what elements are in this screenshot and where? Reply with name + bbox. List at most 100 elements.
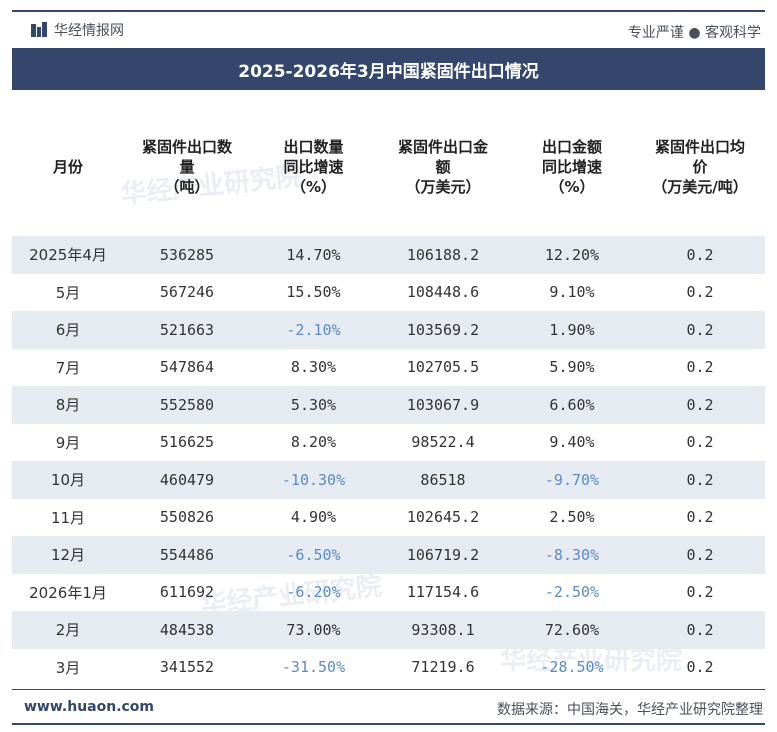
quantity-cell: 567246: [159, 283, 215, 302]
amount-cell: 102645.2: [406, 508, 480, 527]
logo[interactable]: 华经情报网: [30, 20, 124, 40]
table-row: 3月 341552 -31.50% 71219.6 -28.50% 0.2: [12, 649, 765, 687]
price-cell: 0.2: [635, 461, 765, 499]
quantity-cell: 521663: [124, 311, 250, 349]
huajing-logo-icon: [31, 22, 47, 37]
quantity-yoy-cell: 15.50%: [286, 283, 341, 302]
column-header: 紧固件出口金额（万美元）: [397, 138, 488, 196]
quantity-cell: 484538: [124, 611, 250, 649]
amount-yoy-cell: -28.50%: [540, 658, 604, 677]
chart-title: 2025-2026年3月中国紧固件出口情况: [12, 48, 765, 90]
month-cell: 11月: [50, 508, 86, 527]
quantity-yoy-cell: -10.30%: [250, 461, 377, 499]
quantity-yoy-cell: 8.30%: [290, 358, 337, 377]
top-rule: [12, 10, 765, 12]
price-cell: 0.2: [686, 283, 714, 302]
amount-cell: 93308.1: [377, 611, 509, 649]
month-cell: 5月: [55, 283, 81, 302]
amount-yoy-cell: -2.50%: [544, 583, 600, 602]
table-row: 9月 516625 8.20% 98522.4 9.40% 0.2: [12, 424, 765, 462]
price-cell: 0.2: [635, 311, 765, 349]
amount-yoy-cell: 9.40%: [549, 433, 595, 452]
month-cell: 2026年1月: [29, 583, 107, 602]
table-row: 2026年1月 611692 -6.20% 117154.6 -2.50% 0.2: [12, 574, 765, 612]
amount-yoy-cell: 72.60%: [509, 611, 635, 649]
website-link[interactable]: www.huaon.com: [24, 699, 155, 715]
amount-cell: 103569.2: [377, 311, 509, 349]
amount-cell: 106188.2: [377, 236, 509, 274]
quantity-cell: 516625: [159, 433, 215, 452]
month-cell: 3月: [55, 658, 81, 677]
tagline: 专业严谨 ● 客观科学: [627, 25, 761, 41]
price-cell: 0.2: [686, 433, 714, 452]
table-row: 8月 552580 5.30% 103067.9 6.60% 0.2: [12, 386, 765, 424]
quantity-yoy-cell: -31.50%: [281, 658, 346, 677]
quantity-cell: 611692: [159, 583, 215, 602]
month-cell: 2025年4月: [12, 236, 124, 274]
month-cell: 6月: [12, 311, 124, 349]
amount-cell: 117154.6: [406, 583, 480, 602]
amount-cell: 98522.4: [411, 433, 475, 452]
quantity-yoy-cell: 8.20%: [290, 433, 337, 452]
quantity-yoy-cell: -6.50%: [250, 536, 377, 574]
table-row: 7月 547864 8.30% 102705.5 5.90% 0.2: [12, 349, 765, 387]
price-cell: 0.2: [635, 536, 765, 574]
table-row: 2025年4月 536285 14.70% 106188.2 12.20% 0.2: [12, 236, 765, 274]
quantity-yoy-cell: 5.30%: [250, 386, 377, 424]
quantity-yoy-cell: -6.20%: [286, 583, 341, 602]
amount-yoy-cell: 5.90%: [549, 358, 595, 377]
quantity-cell: 341552: [159, 658, 215, 677]
table-body: 2025年4月 536285 14.70% 106188.2 12.20% 0.2 5月 56…: [12, 236, 765, 686]
quantity-yoy-cell: 73.00%: [250, 611, 377, 649]
quantity-yoy-cell: -2.10%: [250, 311, 377, 349]
price-cell: 0.2: [635, 611, 765, 649]
quantity-yoy-cell: 4.90%: [290, 508, 337, 527]
table-row: 11月 550826 4.90% 102645.2 2.50% 0.2: [12, 499, 765, 537]
month-cell: 12月: [12, 536, 124, 574]
table-header-row: 月份 紧固件出口数量（吨） 出口数量 同比增速 （%） 紧固件出口金额（万美元） 出口金额同…: [12, 98, 765, 236]
table-row: 5月 567246 15.50% 108448.6 9.10% 0.2: [12, 274, 765, 312]
quantity-cell: 554486: [124, 536, 250, 574]
amount-yoy-cell: 9.10%: [549, 283, 595, 302]
amount-cell: 103067.9: [377, 386, 509, 424]
column-header: 出口数量 同比增速 （%）: [283, 138, 344, 196]
quantity-cell: 547864: [159, 358, 215, 377]
amount-yoy-cell: 2.50%: [549, 508, 595, 527]
top-bar: 华经情报网 专业严谨 ● 客观科学: [12, 14, 765, 44]
amount-cell: 102705.5: [406, 358, 480, 377]
price-cell: 0.2: [635, 386, 765, 424]
amount-cell: 86518: [377, 461, 509, 499]
price-cell: 0.2: [686, 583, 714, 602]
logo-text: 华经情报网: [54, 23, 124, 39]
data-source: 数据来源：中国海关，华经产业研究院整理: [497, 702, 763, 718]
amount-yoy-cell: 6.60%: [509, 386, 635, 424]
amount-yoy-cell: -8.30%: [509, 536, 635, 574]
amount-yoy-cell: -9.70%: [509, 461, 635, 499]
quantity-cell: 536285: [124, 236, 250, 274]
amount-yoy-cell: 12.20%: [509, 236, 635, 274]
month-cell: 2月: [12, 611, 124, 649]
table-row: 10月 460479 -10.30% 86518 -9.70% 0.2: [12, 461, 765, 499]
amount-cell: 108448.6: [406, 283, 480, 302]
amount-cell: 71219.6: [411, 658, 475, 677]
bottom-rule: [12, 689, 765, 690]
month-cell: 10月: [12, 461, 124, 499]
price-cell: 0.2: [686, 658, 714, 677]
quantity-yoy-cell: 14.70%: [250, 236, 377, 274]
quantity-cell: 552580: [124, 386, 250, 424]
table-row: 6月 521663 -2.10% 103569.2 1.90% 0.2: [12, 311, 765, 349]
quantity-cell: 550826: [159, 508, 215, 527]
column-header: 月份: [52, 158, 83, 176]
quantity-cell: 460479: [124, 461, 250, 499]
price-cell: 0.2: [686, 358, 714, 377]
amount-yoy-cell: 1.90%: [509, 311, 635, 349]
column-header: 出口金额 同比增速 （%）: [541, 138, 602, 196]
amount-cell: 106719.2: [377, 536, 509, 574]
price-cell: 0.2: [635, 236, 765, 274]
bottom-rule-2: [12, 723, 765, 725]
column-header: 紧固件出口均价（万美元/吨）: [652, 138, 748, 196]
table-row: 2月 484538 73.00% 93308.1 72.60% 0.2: [12, 611, 765, 649]
month-cell: 8月: [12, 386, 124, 424]
data-table: 月份 紧固件出口数量（吨） 出口数量 同比增速 （%） 紧固件出口金额（万美元） 出口金额同…: [12, 98, 765, 686]
column-header: 紧固件出口数量（吨）: [141, 138, 232, 196]
